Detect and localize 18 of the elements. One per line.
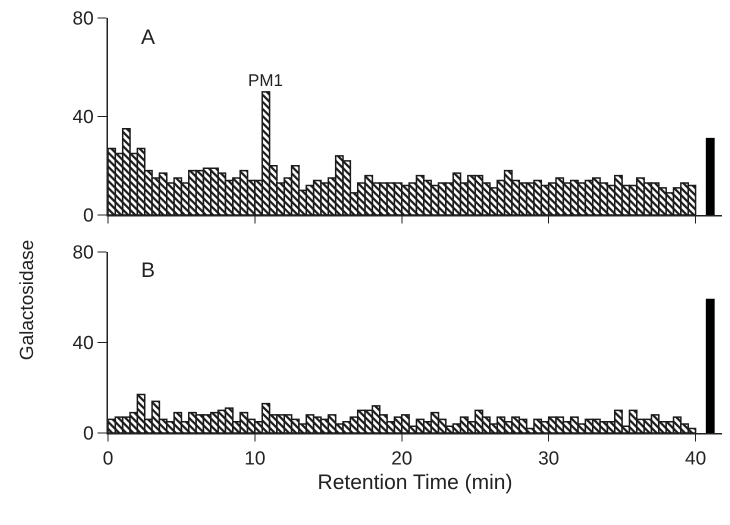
- x-tick-label: 20: [391, 448, 412, 470]
- y-tick-label: 80: [72, 242, 94, 264]
- x-tick-label: 30: [538, 448, 560, 470]
- y-tick-label: 0: [83, 206, 94, 227]
- y-axis-title: Galactosidase: [17, 240, 39, 360]
- annotation: PM1: [248, 71, 283, 90]
- x-axis-title: Retention Time (min): [318, 471, 512, 494]
- annotation: A: [141, 26, 156, 49]
- y-tick-label: 40: [72, 107, 94, 128]
- bar: [706, 138, 715, 215]
- x-tick-label: 40: [684, 448, 706, 470]
- y-tick-label: 0: [83, 424, 94, 445]
- x-tick-label: 0: [102, 448, 114, 470]
- annotation: B: [141, 259, 156, 282]
- y-tick-label: 40: [72, 333, 94, 354]
- x-tick-label: 10: [244, 448, 266, 470]
- bar: [706, 298, 715, 433]
- y-tick-label: 80: [72, 8, 94, 30]
